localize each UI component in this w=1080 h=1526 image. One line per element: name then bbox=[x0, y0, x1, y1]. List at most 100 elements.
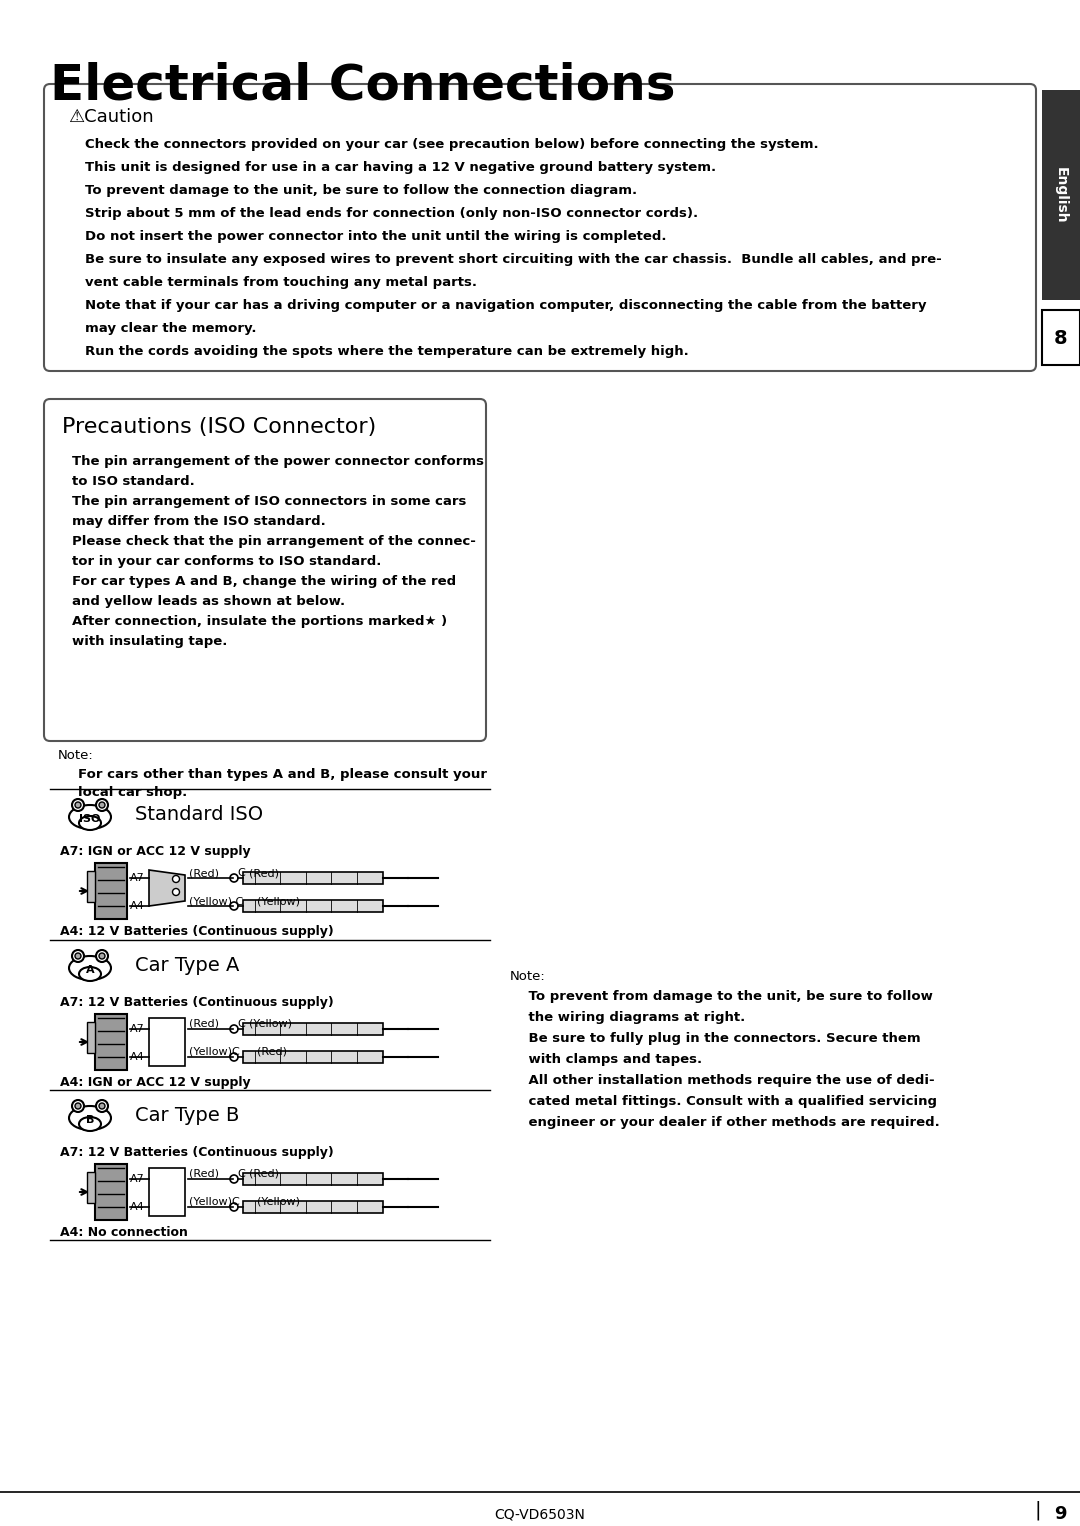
Text: The pin arrangement of the power connector conforms: The pin arrangement of the power connect… bbox=[72, 455, 484, 468]
Text: (Yellow): (Yellow) bbox=[249, 1019, 292, 1029]
Bar bbox=[149, 1018, 185, 1067]
Text: The pin arrangement of ISO connectors in some cars: The pin arrangement of ISO connectors in… bbox=[72, 494, 467, 508]
Bar bbox=[95, 1013, 127, 1070]
Text: the wiring diagrams at right.: the wiring diagrams at right. bbox=[510, 1012, 745, 1024]
FancyBboxPatch shape bbox=[44, 398, 486, 742]
Text: Run the cords avoiding the spots where the temperature can be extremely high.: Run the cords avoiding the spots where t… bbox=[85, 345, 689, 359]
Bar bbox=[243, 1201, 383, 1213]
Polygon shape bbox=[149, 870, 185, 906]
Circle shape bbox=[99, 803, 105, 807]
Text: A4: 12 V Batteries (Continuous supply): A4: 12 V Batteries (Continuous supply) bbox=[60, 925, 334, 938]
Text: (Yellow)C: (Yellow)C bbox=[189, 1196, 240, 1207]
Circle shape bbox=[230, 1175, 238, 1183]
Text: For cars other than types A and B, please consult your: For cars other than types A and B, pleas… bbox=[78, 768, 487, 781]
Text: A7: A7 bbox=[130, 1173, 145, 1184]
Bar bbox=[243, 871, 383, 884]
Text: B: B bbox=[85, 1116, 94, 1125]
Text: (Red): (Red) bbox=[189, 1019, 219, 1029]
Circle shape bbox=[230, 1053, 238, 1061]
Circle shape bbox=[230, 874, 238, 882]
Text: Note that if your car has a driving computer or a navigation computer, disconnec: Note that if your car has a driving comp… bbox=[85, 299, 927, 311]
Bar bbox=[243, 1051, 383, 1064]
Text: Note:: Note: bbox=[510, 971, 545, 983]
Text: A7: 12 V Batteries (Continuous supply): A7: 12 V Batteries (Continuous supply) bbox=[60, 996, 334, 1009]
Text: A4: A4 bbox=[130, 900, 145, 911]
Circle shape bbox=[96, 800, 108, 810]
Text: cated metal fittings. Consult with a qualified servicing: cated metal fittings. Consult with a qua… bbox=[510, 1096, 937, 1108]
Text: Car Type B: Car Type B bbox=[135, 1106, 240, 1125]
Text: A4: No connection: A4: No connection bbox=[60, 1225, 188, 1239]
Text: A: A bbox=[85, 964, 94, 975]
Text: A4: IGN or ACC 12 V supply: A4: IGN or ACC 12 V supply bbox=[60, 1076, 251, 1090]
Text: 8: 8 bbox=[1054, 328, 1068, 348]
Text: may differ from the ISO standard.: may differ from the ISO standard. bbox=[72, 514, 326, 528]
Text: A7: IGN or ACC 12 V supply: A7: IGN or ACC 12 V supply bbox=[60, 845, 251, 858]
Text: vent cable terminals from touching any metal parts.: vent cable terminals from touching any m… bbox=[85, 276, 477, 288]
FancyBboxPatch shape bbox=[44, 84, 1036, 371]
Text: and yellow leads as shown at below.: and yellow leads as shown at below. bbox=[72, 595, 346, 607]
Bar bbox=[95, 1164, 127, 1219]
Circle shape bbox=[99, 1103, 105, 1109]
Text: |: | bbox=[1035, 1500, 1041, 1520]
Circle shape bbox=[230, 902, 238, 909]
Text: (Red): (Red) bbox=[189, 1169, 219, 1180]
Text: Precautions (ISO Connector): Precautions (ISO Connector) bbox=[62, 417, 376, 436]
Text: Note:: Note: bbox=[58, 749, 94, 761]
Circle shape bbox=[75, 1103, 81, 1109]
Ellipse shape bbox=[79, 967, 102, 981]
Circle shape bbox=[230, 1025, 238, 1033]
Text: This unit is designed for use in a car having a 12 V negative ground battery sys: This unit is designed for use in a car h… bbox=[85, 162, 716, 174]
Text: Electrical Connections: Electrical Connections bbox=[50, 63, 675, 110]
Ellipse shape bbox=[69, 955, 111, 980]
Text: tor in your car conforms to ISO standard.: tor in your car conforms to ISO standard… bbox=[72, 555, 381, 568]
Text: A7: A7 bbox=[130, 1024, 145, 1035]
Text: ISO: ISO bbox=[79, 813, 100, 824]
Text: C: C bbox=[237, 868, 245, 877]
Text: C: C bbox=[237, 1169, 245, 1180]
Text: CQ-VD6503N: CQ-VD6503N bbox=[495, 1508, 585, 1521]
Text: with clamps and tapes.: with clamps and tapes. bbox=[510, 1053, 702, 1067]
Ellipse shape bbox=[69, 1106, 111, 1129]
Text: (Red): (Red) bbox=[249, 1169, 279, 1180]
Text: Check the connectors provided on your car (see precaution below) before connecti: Check the connectors provided on your ca… bbox=[85, 137, 819, 151]
Text: (Red): (Red) bbox=[189, 868, 219, 877]
Circle shape bbox=[72, 951, 84, 961]
Text: (Red): (Red) bbox=[249, 868, 279, 877]
Bar bbox=[243, 900, 383, 913]
Text: All other installation methods require the use of dedi-: All other installation methods require t… bbox=[510, 1074, 934, 1087]
Circle shape bbox=[72, 1100, 84, 1112]
Text: A7: A7 bbox=[130, 873, 145, 884]
Ellipse shape bbox=[79, 1117, 102, 1131]
Text: Strip about 5 mm of the lead ends for connection (only non-ISO connector cords).: Strip about 5 mm of the lead ends for co… bbox=[85, 208, 698, 220]
Text: (Yellow): (Yellow) bbox=[257, 896, 300, 906]
Text: may clear the memory.: may clear the memory. bbox=[85, 322, 257, 336]
Circle shape bbox=[99, 954, 105, 958]
Circle shape bbox=[173, 876, 179, 882]
Bar bbox=[1042, 310, 1080, 365]
Ellipse shape bbox=[79, 816, 102, 830]
Circle shape bbox=[72, 800, 84, 810]
Text: A4: A4 bbox=[130, 1051, 145, 1062]
Text: (Yellow) C: (Yellow) C bbox=[189, 896, 243, 906]
Text: (Yellow): (Yellow) bbox=[257, 1196, 300, 1207]
Text: ⚠Caution: ⚠Caution bbox=[68, 108, 153, 127]
Bar bbox=[95, 864, 127, 919]
Circle shape bbox=[230, 1202, 238, 1212]
Bar bbox=[243, 1022, 383, 1035]
Bar bbox=[87, 1022, 95, 1053]
Bar bbox=[87, 1172, 95, 1202]
Text: (Red): (Red) bbox=[257, 1047, 287, 1058]
Bar bbox=[1042, 90, 1080, 301]
Text: Please check that the pin arrangement of the connec-: Please check that the pin arrangement of… bbox=[72, 536, 476, 548]
Circle shape bbox=[75, 803, 81, 807]
Bar bbox=[149, 1167, 185, 1216]
Circle shape bbox=[96, 1100, 108, 1112]
Text: To prevent damage to the unit, be sure to follow the connection diagram.: To prevent damage to the unit, be sure t… bbox=[85, 185, 637, 197]
Text: A7: 12 V Batteries (Continuous supply): A7: 12 V Batteries (Continuous supply) bbox=[60, 1146, 334, 1160]
Text: local car shop.: local car shop. bbox=[78, 786, 187, 800]
Text: (Yellow)C: (Yellow)C bbox=[189, 1047, 240, 1058]
Text: Do not insert the power connector into the unit until the wiring is completed.: Do not insert the power connector into t… bbox=[85, 230, 666, 243]
Text: Standard ISO: Standard ISO bbox=[135, 806, 264, 824]
Circle shape bbox=[173, 888, 179, 896]
Text: to ISO standard.: to ISO standard. bbox=[72, 475, 194, 488]
